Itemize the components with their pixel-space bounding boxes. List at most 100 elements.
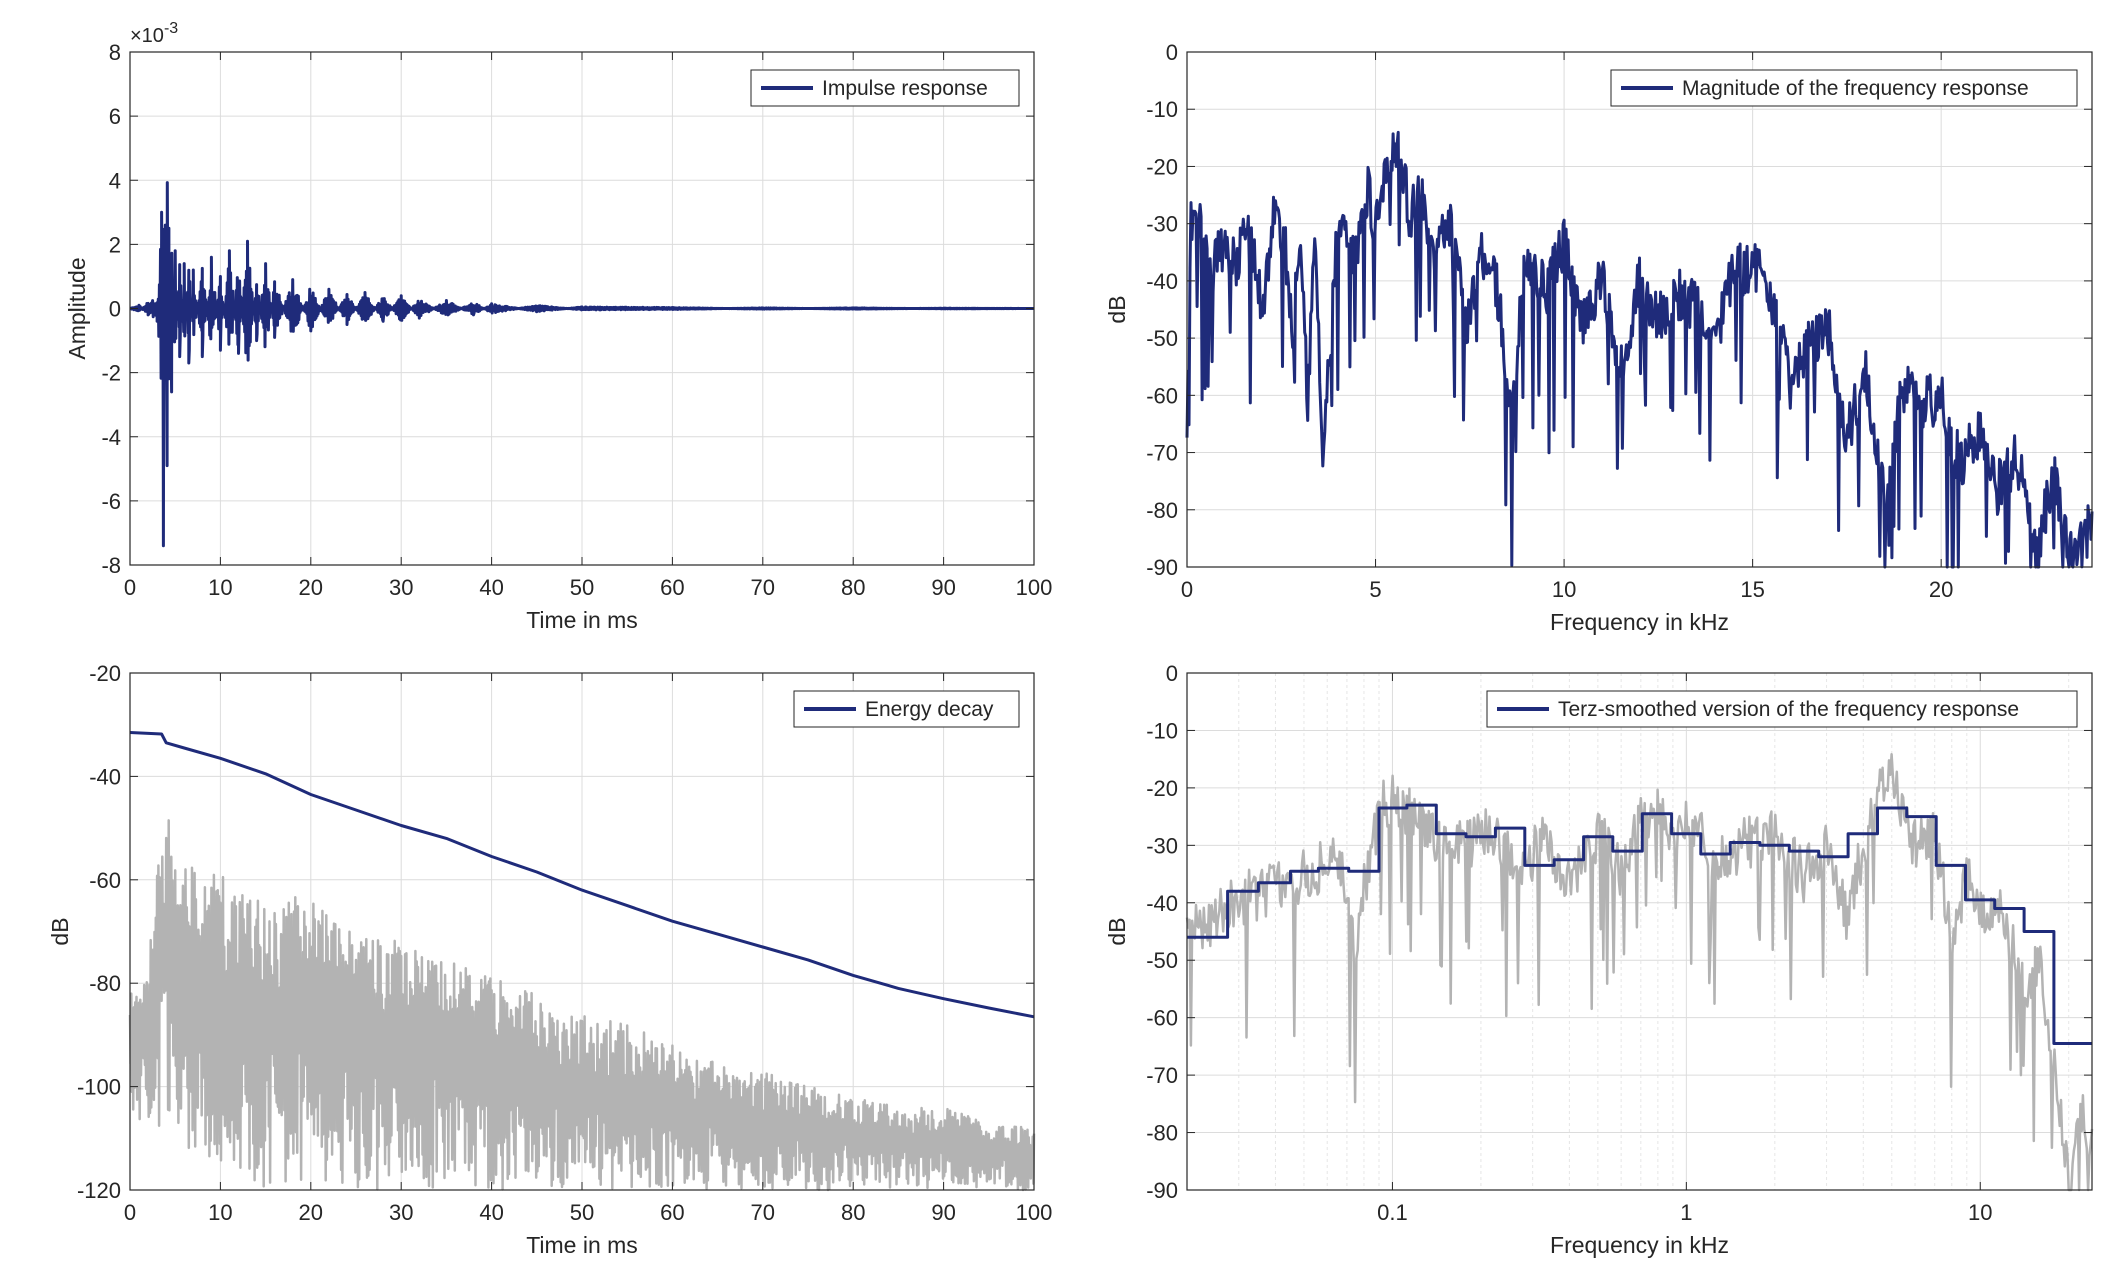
impulse-axis-exponent: ×10-3: [130, 20, 178, 47]
y-tick-label: -80: [89, 971, 121, 996]
y-tick-label: -2: [101, 361, 121, 386]
terz-grid: [1187, 672, 2092, 1191]
terz-y-axis-label: dB: [1104, 917, 1130, 945]
y-tick-label: 0: [1166, 661, 1178, 686]
exponent-power: -3: [164, 20, 178, 37]
y-tick-label: -8: [101, 553, 121, 578]
impulse-marks: [129, 181, 1035, 548]
x-tick-label: 30: [389, 1200, 413, 1225]
y-tick-label: -60: [89, 868, 121, 893]
impulse-ticks: 0 10 20 30 40 50 60 70 80 90 100 -8 -6 -4 -2 0 2 4 6 8: [101, 40, 1052, 600]
impulse-response-panel: 0 10 20 30 40 50 60 70 80 90 100 -8 -6 -4 -2 0 2 4 6 8 Time…: [64, 20, 1052, 633]
y-tick-label: -10: [1146, 718, 1178, 743]
x-tick-label: 10: [1552, 577, 1576, 602]
energy-x-axis-label: Time in ms: [526, 1232, 638, 1258]
y-tick-label: 8: [109, 40, 121, 65]
x-tick-label: 80: [841, 575, 865, 600]
x-tick-label: 60: [660, 1200, 684, 1225]
y-tick-label: -20: [1146, 776, 1178, 801]
x-tick-label: 90: [931, 575, 955, 600]
x-tick-label: 20: [1929, 577, 1953, 602]
energy-decay-panel: 0 10 20 30 40 50 60 70 80 90 100 -20 -40 -60 -80 -100 -1…: [47, 661, 1052, 1258]
y-tick-label: -40: [89, 764, 121, 789]
magnitude-legend-label: Magnitude of the frequency response: [1682, 77, 2029, 100]
x-tick-label: 50: [570, 1200, 594, 1225]
x-tick-label: 5: [1369, 577, 1381, 602]
terz-x-axis-label: Frequency in kHz: [1550, 1232, 1729, 1258]
y-tick-label: -70: [1146, 441, 1178, 466]
y-tick-label: -30: [1146, 833, 1178, 858]
y-tick-label: 0: [109, 297, 121, 322]
x-tick-label: 70: [751, 575, 775, 600]
y-tick-label: -120: [77, 1178, 121, 1203]
terz-marks: [1185, 753, 2094, 1192]
y-tick-label: -60: [1146, 383, 1178, 408]
y-tick-label: -20: [89, 661, 121, 686]
x-tick-label: 30: [389, 575, 413, 600]
x-tick-label: 0: [124, 575, 136, 600]
magnitude-marks: [1185, 130, 2094, 569]
x-tick-label: 60: [660, 575, 684, 600]
magnitude-axes-frame: [1186, 51, 2093, 568]
magnitude-y-axis-label: dB: [1104, 295, 1130, 323]
y-tick-label: -50: [1146, 326, 1178, 351]
x-tick-label: 20: [299, 1200, 323, 1225]
magnitude-ticks: 0 5 10 15 20 0 -10 -20 -30 -40 -50 -60 -70 -80 -90: [1146, 40, 2092, 602]
x-tick-label: 1: [1680, 1200, 1692, 1225]
series-line-1: [1185, 130, 2094, 569]
y-tick-label: -70: [1146, 1063, 1178, 1088]
x-tick-label: 80: [841, 1200, 865, 1225]
y-tick-label: 2: [109, 232, 121, 257]
terz-legend-label: Terz-smoothed version of the frequency r…: [1558, 698, 2019, 721]
terz-axes-frame: [1186, 672, 2093, 1191]
x-tick-label: 100: [1016, 575, 1053, 600]
y-tick-label: -6: [101, 489, 121, 514]
x-tick-label: 100: [1016, 1200, 1053, 1225]
series-line-0: [129, 181, 1035, 548]
magnitude-legend-box: [1610, 69, 2078, 107]
terz-panel: 0.1 1 10 0 -10 -20 -30 -40 -50 -60 -70 -80 -90 Frequ…: [1104, 661, 2094, 1258]
y-tick-label: -90: [1146, 555, 1178, 580]
x-tick-label: 20: [299, 575, 323, 600]
x-tick-label: 50: [570, 575, 594, 600]
x-tick-label: 0: [124, 1200, 136, 1225]
y-tick-label: -80: [1146, 1121, 1178, 1146]
magnitude-x-axis-label: Frequency in kHz: [1550, 609, 1729, 635]
magnitude-legend: Magnitude of the frequency response: [1610, 69, 2078, 107]
energy-legend-label: Energy decay: [865, 698, 994, 721]
x-tick-label: 10: [208, 1200, 232, 1225]
y-tick-label: -50: [1146, 948, 1178, 973]
energy-y-axis-label: dB: [47, 917, 73, 945]
y-tick-label: -4: [101, 425, 121, 450]
y-tick-label: -60: [1146, 1006, 1178, 1031]
x-tick-label: 10: [1968, 1200, 1992, 1225]
energy-marks: [128, 731, 1036, 1192]
exponent-base: ×10: [130, 25, 164, 47]
impulse-x-axis-label: Time in ms: [526, 607, 638, 633]
terz-legend: Terz-smoothed version of the frequency r…: [1486, 690, 2078, 728]
y-tick-label: 4: [109, 168, 121, 193]
x-tick-label: 90: [931, 1200, 955, 1225]
energy-legend: Energy decay: [793, 690, 1020, 728]
series-line-2: [129, 731, 1035, 1019]
series-line-background-3: [1185, 753, 2094, 1192]
impulse-legend-label: Impulse response: [822, 77, 988, 100]
y-tick-label: -10: [1146, 97, 1178, 122]
x-tick-label: 70: [751, 1200, 775, 1225]
y-tick-label: -40: [1146, 269, 1178, 294]
y-tick-label: -80: [1146, 498, 1178, 523]
y-tick-label: -20: [1146, 154, 1178, 179]
x-tick-label: 0: [1181, 577, 1193, 602]
magnitude-panel: 0 5 10 15 20 0 -10 -20 -30 -40 -50 -60 -70 -80 -90 Fre…: [1104, 40, 2094, 635]
x-tick-label: 0.1: [1377, 1200, 1408, 1225]
terz-ticks: 0.1 1 10 0 -10 -20 -30 -40 -50 -60 -70 -80 -90: [1146, 661, 2092, 1225]
y-tick-label: 0: [1166, 40, 1178, 65]
series-line-3: [1187, 803, 2092, 1045]
x-tick-label: 40: [479, 575, 503, 600]
x-tick-label: 15: [1740, 577, 1764, 602]
impulse-legend: Impulse response: [750, 69, 1020, 107]
energy-ticks: 0 10 20 30 40 50 60 70 80 90 100 -20 -40 -60 -80 -100 -1…: [77, 661, 1052, 1225]
y-tick-label: -30: [1146, 212, 1178, 237]
y-tick-label: 6: [109, 104, 121, 129]
